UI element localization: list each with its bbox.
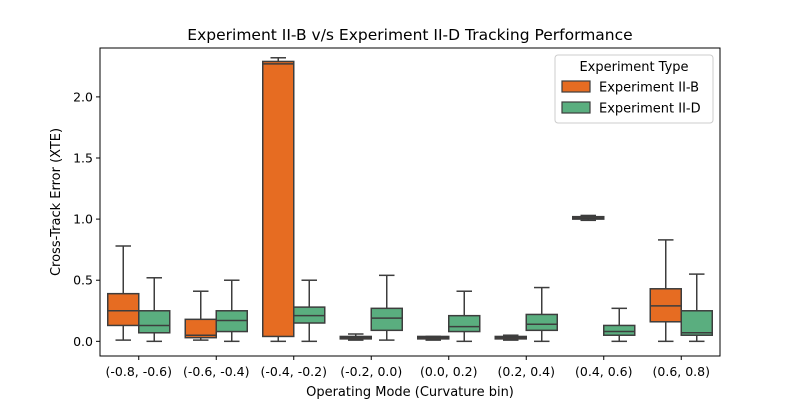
- box-iqr: [107, 292, 140, 327]
- y-axis-label: Cross-Track Error (XTE): [49, 128, 64, 276]
- x-tick-label: (-0.6, -0.4): [183, 364, 249, 379]
- box-ii-b: [262, 57, 295, 343]
- legend-frame: [554, 54, 714, 124]
- box-ii-d: [448, 290, 481, 343]
- box-ii-d: [293, 279, 326, 343]
- x-tick-label: (0.6, 0.8): [653, 364, 710, 379]
- x-tick-label: (-0.8, -0.6): [106, 364, 172, 379]
- x-axis-label: Operating Mode (Curvature bin): [306, 385, 514, 400]
- box-iqr: [262, 60, 295, 338]
- plot-frame: [99, 47, 721, 357]
- box-iqr: [448, 314, 481, 333]
- y-tick-label: 0.0: [73, 334, 93, 349]
- y-tick-label: 1.0: [73, 212, 93, 227]
- y-axis: 0.0 0.5 1.0 1.5 2.0: [73, 89, 100, 349]
- y-tick-label: 2.0: [73, 89, 93, 104]
- legend-swatch: [561, 80, 591, 93]
- box-ii-b: [417, 335, 450, 341]
- x-tick-label: (-0.2, 0.0): [340, 364, 402, 379]
- x-axis: (-0.8, -0.6) (-0.6, -0.4) (-0.4, -0.2) (-0.…: [106, 356, 710, 379]
- legend-title: Experiment Type: [579, 60, 688, 75]
- box-ii-d: [370, 274, 403, 341]
- box-ii-d: [138, 277, 171, 343]
- box-ii-d: [603, 307, 636, 343]
- y-tick-label: 0.5: [73, 273, 93, 288]
- legend-label: Experiment II-B: [599, 81, 699, 96]
- x-tick-label: (0.4, 0.6): [575, 364, 632, 379]
- y-tick-label: 1.5: [73, 151, 93, 166]
- plot-area: [107, 57, 713, 343]
- box-iqr: [603, 324, 636, 336]
- box-iqr: [370, 307, 403, 332]
- box-iqr: [138, 310, 171, 334]
- box-ii-d: [525, 286, 558, 343]
- box-ii-b: [184, 290, 217, 341]
- box-iqr: [680, 310, 713, 336]
- x-tick-label: (0.2, 0.4): [498, 364, 555, 379]
- x-tick-label: (0.0, 0.2): [420, 364, 477, 379]
- box-ii-d: [680, 273, 713, 343]
- chart-title: Experiment II-B v/s Experiment II-D Trac…: [187, 26, 632, 44]
- x-tick-label: (-0.4, -0.2): [261, 364, 327, 379]
- box-ii-b: [107, 245, 140, 341]
- legend: Experiment Type Experiment II-B Experimen…: [554, 54, 714, 124]
- box-ii-b: [494, 334, 527, 341]
- box-ii-d: [215, 279, 248, 343]
- legend-label: Experiment II-D: [599, 102, 701, 117]
- box-ii-b: [572, 214, 605, 222]
- box-ii-b: [339, 333, 372, 341]
- legend-swatch: [561, 101, 591, 114]
- box-ii-b: [649, 239, 682, 343]
- box-iqr: [525, 313, 558, 332]
